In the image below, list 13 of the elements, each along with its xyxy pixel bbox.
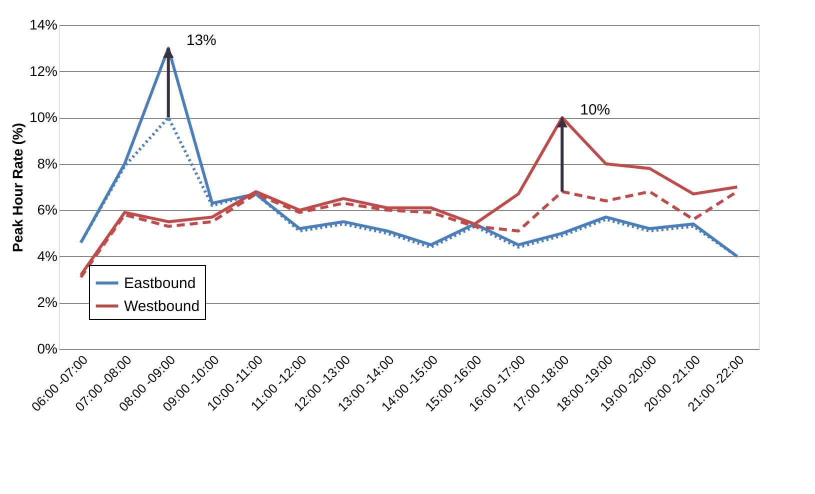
y-tick-label: 10% (29, 109, 58, 126)
y-tick-label: 6% (37, 202, 58, 218)
y-tick-label: 8% (37, 155, 58, 172)
y-axis-title: Peak Hour Rate (%) (9, 122, 26, 252)
legend-label: Eastbound (124, 275, 196, 292)
y-tick-label: 4% (37, 248, 58, 264)
y-tick-label: 14% (29, 16, 58, 32)
y-tick-label: 2% (37, 294, 58, 310)
legend-label: Westbound (124, 298, 200, 315)
y-tick-label: 0% (37, 340, 58, 356)
annotation: 13% (186, 32, 216, 50)
annotation: 10% (580, 102, 610, 119)
y-tick-label: 12% (29, 62, 58, 79)
